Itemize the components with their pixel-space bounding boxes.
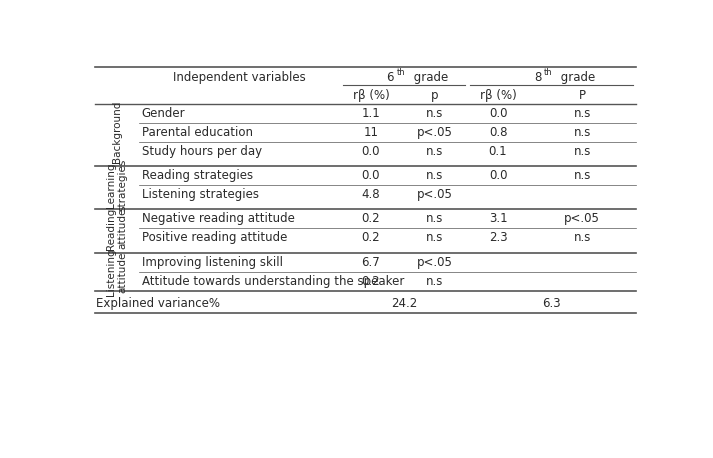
Text: 0.1: 0.1: [488, 145, 508, 158]
Text: p<.05: p<.05: [416, 256, 453, 269]
Text: n.s: n.s: [574, 231, 591, 245]
Text: 6: 6: [386, 71, 394, 83]
Text: n.s: n.s: [574, 145, 591, 158]
Text: n.s: n.s: [426, 145, 443, 158]
Text: Listening strategies: Listening strategies: [142, 188, 259, 201]
Text: p: p: [431, 89, 438, 102]
Text: 8: 8: [534, 71, 541, 83]
Text: n.s: n.s: [574, 125, 591, 139]
Text: n.s: n.s: [426, 107, 443, 120]
Text: 2.3: 2.3: [488, 231, 508, 245]
Text: 3.1: 3.1: [488, 213, 508, 225]
Text: 0.0: 0.0: [489, 107, 507, 120]
Text: Gender: Gender: [142, 107, 185, 120]
Text: rβ (%): rβ (%): [480, 89, 516, 102]
Text: 6.3: 6.3: [543, 297, 561, 310]
Text: Negative reading attitude: Negative reading attitude: [142, 213, 294, 225]
Text: Reading
attitude: Reading attitude: [106, 207, 128, 250]
Text: Learning
strategies: Learning strategies: [106, 159, 128, 211]
Text: grade: grade: [557, 71, 595, 83]
Text: Listening
attitude: Listening attitude: [106, 248, 128, 296]
Text: 0.2: 0.2: [361, 231, 380, 245]
Text: Attitude towards understanding the speaker: Attitude towards understanding the speak…: [142, 275, 404, 288]
Text: n.s: n.s: [574, 169, 591, 182]
Text: Study hours per day: Study hours per day: [142, 145, 262, 158]
Text: 0.2: 0.2: [361, 275, 380, 288]
Text: Explained variance%: Explained variance%: [96, 297, 220, 310]
Text: 0.0: 0.0: [361, 145, 380, 158]
Text: p<.05: p<.05: [565, 213, 600, 225]
Text: p<.05: p<.05: [416, 188, 453, 201]
Text: 11: 11: [364, 125, 379, 139]
Text: n.s: n.s: [574, 107, 591, 120]
Text: 0.0: 0.0: [489, 169, 507, 182]
Text: 0.8: 0.8: [489, 125, 507, 139]
Text: n.s: n.s: [426, 169, 443, 182]
Text: rβ (%): rβ (%): [352, 89, 389, 102]
Text: Improving listening skill: Improving listening skill: [142, 256, 282, 269]
Text: th: th: [396, 68, 405, 76]
Text: n.s: n.s: [426, 275, 443, 288]
Text: th: th: [544, 68, 553, 76]
Text: P: P: [579, 89, 586, 102]
Text: Positive reading attitude: Positive reading attitude: [142, 231, 287, 245]
Text: 4.8: 4.8: [361, 188, 380, 201]
Text: 6.7: 6.7: [361, 256, 380, 269]
Text: 0.2: 0.2: [361, 213, 380, 225]
Text: 24.2: 24.2: [391, 297, 417, 310]
Text: Independent variables: Independent variables: [173, 71, 306, 83]
Text: Reading strategies: Reading strategies: [142, 169, 252, 182]
Text: grade: grade: [409, 71, 448, 83]
Text: p<.05: p<.05: [416, 125, 453, 139]
Text: n.s: n.s: [426, 231, 443, 245]
Text: Background: Background: [112, 101, 122, 164]
Text: 1.1: 1.1: [361, 107, 380, 120]
Text: 0.0: 0.0: [361, 169, 380, 182]
Text: Parental education: Parental education: [142, 125, 252, 139]
Text: n.s: n.s: [426, 213, 443, 225]
